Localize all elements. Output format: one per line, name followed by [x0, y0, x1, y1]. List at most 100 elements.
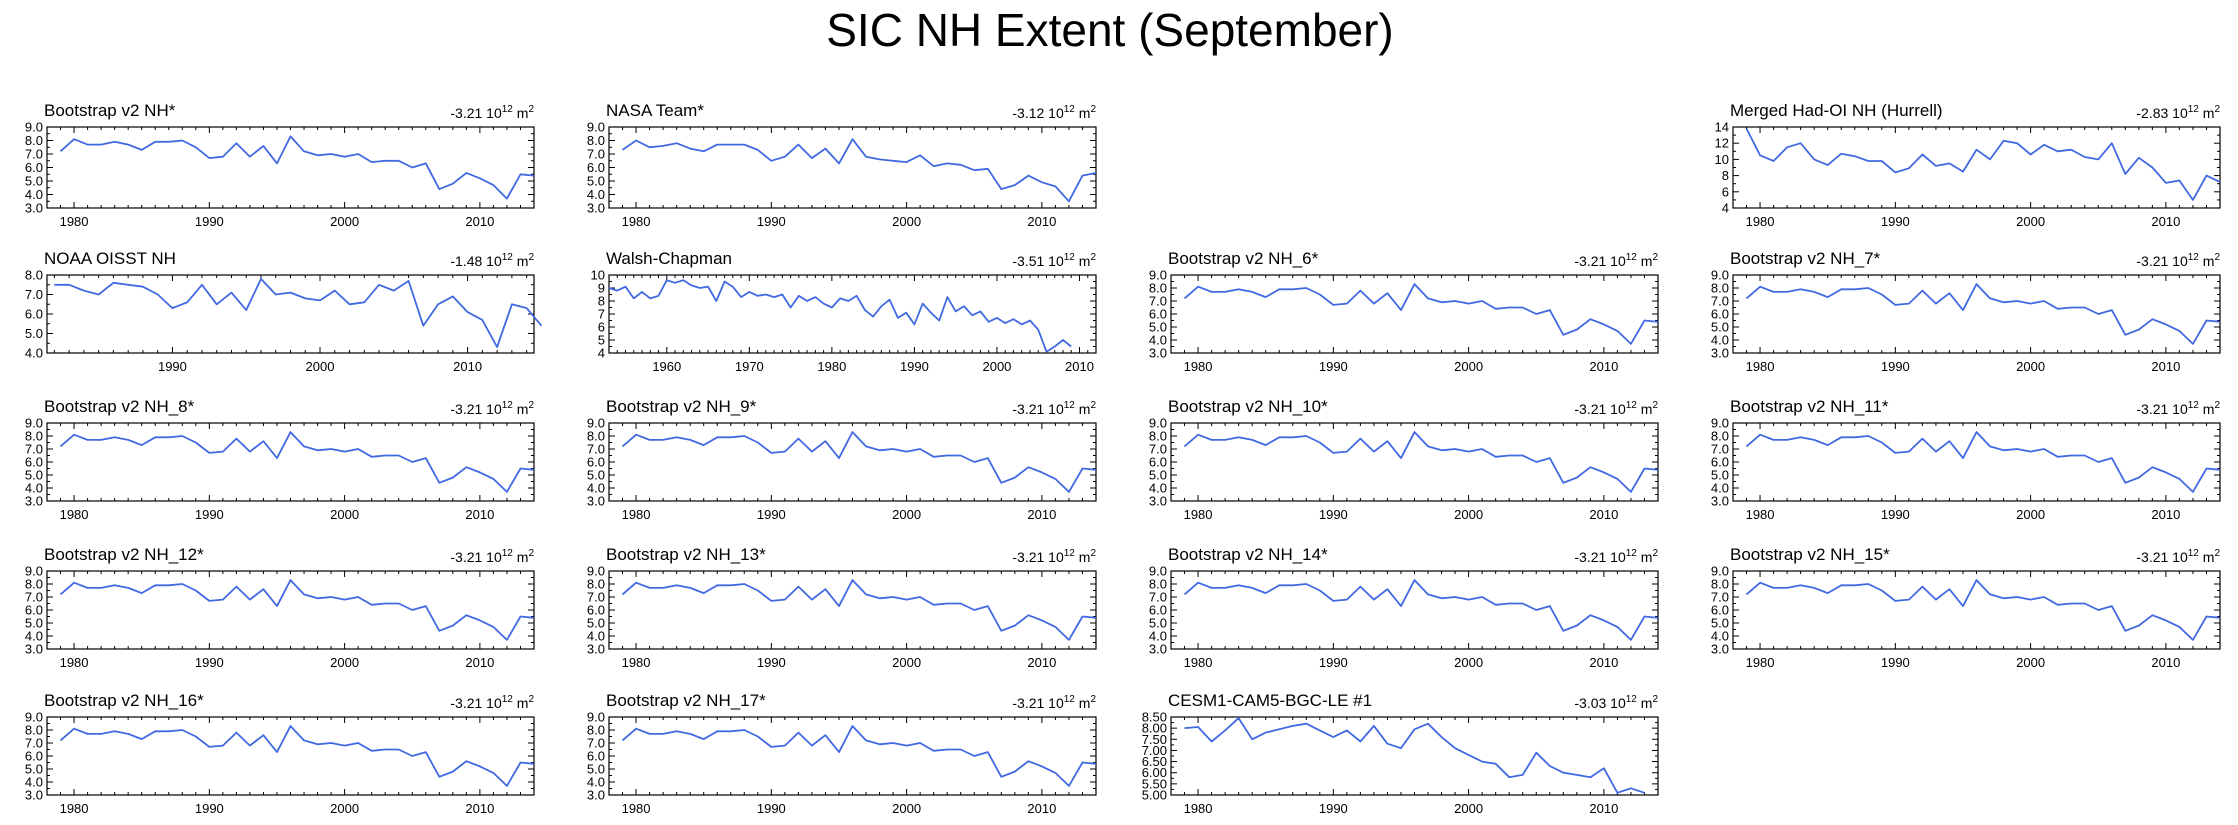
- x-tick-label: 2010: [2151, 655, 2180, 670]
- x-tick-label: 1980: [1184, 507, 1213, 522]
- x-tick-label: 1980: [817, 359, 846, 374]
- series-line: [621, 725, 1097, 787]
- panel-title: Bootstrap v2 NH_9*: [606, 397, 757, 416]
- x-tick-label: 1990: [1319, 801, 1348, 816]
- y-tick-label: 4.0: [25, 481, 43, 496]
- y-tick-label: 6.0: [587, 455, 605, 470]
- plot-frame: [608, 570, 1097, 650]
- x-tick-label: 2010: [1589, 655, 1618, 670]
- y-tick-label: 7.0: [587, 147, 605, 162]
- trend-label: -2.83 1012 m2: [2136, 104, 2220, 121]
- y-tick-label: 3.0: [587, 201, 605, 216]
- y-tick-label: 8.0: [1711, 577, 1729, 592]
- series-line: [59, 579, 535, 641]
- y-tick-label: 7.0: [25, 590, 43, 605]
- x-tick-label: 2000: [330, 214, 359, 229]
- y-tick-label: 5.0: [1711, 320, 1729, 335]
- y-tick-label: 8: [1722, 168, 1729, 183]
- trend-label: -3.21 1012 m2: [1012, 400, 1096, 417]
- x-tick-label: 2000: [892, 801, 921, 816]
- y-tick-label: 4.0: [587, 187, 605, 202]
- y-tick-label: 7: [598, 307, 605, 322]
- x-tick-label: 1990: [1881, 655, 1910, 670]
- x-tick-label: 2010: [465, 655, 494, 670]
- x-tick-label: 1980: [1746, 507, 1775, 522]
- x-tick-label: 2010: [1589, 359, 1618, 374]
- x-tick-label: 2000: [330, 655, 359, 670]
- chart-panel: Walsh-Chapman -3.51 1012 m2 1960 1970 1980 19…: [591, 249, 1097, 374]
- panel-title: Bootstrap v2 NH_13*: [606, 545, 766, 564]
- y-tick-label: 9.0: [587, 710, 605, 725]
- x-tick-label: 2010: [1027, 507, 1056, 522]
- y-tick-label: 9.0: [1149, 416, 1167, 431]
- y-tick-label: 8.0: [1149, 577, 1167, 592]
- x-tick-label: 2000: [892, 655, 921, 670]
- y-tick-label: 4.0: [25, 187, 43, 202]
- y-tick-label: 8.0: [587, 429, 605, 444]
- series-line: [1183, 283, 1659, 345]
- y-tick-label: 4.0: [587, 775, 605, 790]
- y-tick-label: 7.50: [1142, 732, 1167, 747]
- x-tick-label: 1990: [757, 214, 786, 229]
- y-tick-label: 8.0: [25, 723, 43, 738]
- panel-title: Walsh-Chapman: [606, 249, 732, 268]
- panel-title: Bootstrap v2 NH_8*: [44, 397, 195, 416]
- y-tick-label: 3.0: [25, 642, 43, 657]
- trend-label: -3.21 1012 m2: [2136, 548, 2220, 565]
- y-tick-label: 4.0: [25, 629, 43, 644]
- y-tick-label: 3.0: [1711, 494, 1729, 509]
- x-tick-label: 1980: [1184, 655, 1213, 670]
- y-tick-label: 3.0: [25, 201, 43, 216]
- trend-label: -3.21 1012 m2: [450, 400, 534, 417]
- y-tick-label: 5.0: [587, 468, 605, 483]
- figure-title: SIC NH Extent (September): [826, 4, 1394, 56]
- y-tick-label: 4: [1722, 201, 1729, 216]
- y-tick-label: 6.0: [1711, 603, 1729, 618]
- y-tick-label: 10: [591, 268, 605, 283]
- y-tick-label: 5.0: [25, 326, 43, 341]
- chart-panel: Bootstrap v2 NH_14* -3.21 1012 m2 1980 1990…: [1149, 545, 1659, 670]
- x-tick-label: 1990: [195, 655, 224, 670]
- x-tick-label: 1990: [1881, 507, 1910, 522]
- y-tick-label: 3.0: [1149, 494, 1167, 509]
- y-tick-label: 8.0: [587, 577, 605, 592]
- y-tick-label: 9.0: [587, 120, 605, 135]
- y-tick-label: 9.0: [587, 564, 605, 579]
- x-tick-label: 1970: [735, 359, 764, 374]
- y-tick-label: 9.0: [1711, 416, 1729, 431]
- y-tick-label: 6.0: [25, 160, 43, 175]
- y-tick-label: 7.00: [1142, 743, 1167, 758]
- y-tick-label: 4: [598, 346, 605, 361]
- y-tick-label: 5.0: [25, 174, 43, 189]
- x-tick-label: 2000: [2016, 359, 2045, 374]
- y-tick-label: 3.0: [587, 788, 605, 803]
- x-tick-label: 1990: [195, 801, 224, 816]
- panel-title: Bootstrap v2 NH_10*: [1168, 397, 1328, 416]
- y-tick-label: 7.0: [1711, 294, 1729, 309]
- series-line: [1745, 128, 2221, 201]
- y-tick-label: 8.50: [1142, 710, 1167, 725]
- series-line: [621, 138, 1097, 203]
- y-tick-label: 4.0: [1149, 481, 1167, 496]
- y-tick-label: 4.0: [1149, 629, 1167, 644]
- y-tick-label: 6.0: [1711, 455, 1729, 470]
- panel-title: Bootstrap v2 NH_12*: [44, 545, 204, 564]
- chart-panel: Bootstrap v2 NH_15* -3.21 1012 m2 1980 1990…: [1711, 545, 2221, 670]
- y-tick-label: 4.0: [587, 481, 605, 496]
- x-tick-label: 1980: [60, 507, 89, 522]
- y-tick-label: 5.0: [1149, 616, 1167, 631]
- series-line: [59, 431, 535, 493]
- plot-frame: [46, 716, 535, 796]
- trend-label: -3.21 1012 m2: [1012, 694, 1096, 711]
- plot-frame: [1170, 274, 1659, 354]
- y-tick-label: 9.0: [1711, 268, 1729, 283]
- panel-title: Bootstrap v2 NH_11*: [1730, 397, 1889, 416]
- x-tick-label: 1980: [622, 801, 651, 816]
- x-tick-label: 1990: [158, 359, 187, 374]
- y-tick-label: 7.0: [587, 736, 605, 751]
- y-tick-label: 8.0: [25, 133, 43, 148]
- y-tick-label: 5.0: [1711, 468, 1729, 483]
- plot-frame: [608, 274, 1097, 354]
- y-tick-label: 9.0: [1149, 268, 1167, 283]
- x-tick-label: 2000: [2016, 214, 2045, 229]
